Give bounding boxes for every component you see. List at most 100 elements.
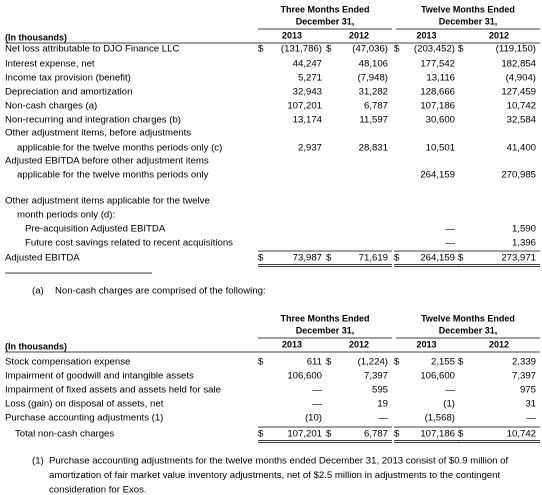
cell-value: 71,619 <box>359 253 388 264</box>
cell-value: — <box>378 413 388 424</box>
year-header: 2012 <box>489 30 509 40</box>
cell-value: (1,568) <box>425 413 455 424</box>
currency-sign: $ <box>394 253 400 264</box>
row-label: Income tax provision (benefit) <box>5 73 131 84</box>
row-label: month periods only (d): <box>17 210 115 221</box>
cell-value: — <box>312 399 322 410</box>
cell-value: 44,247 <box>293 59 322 70</box>
note-text: Non-cash charges are comprised of the fo… <box>55 286 266 297</box>
cell-value: 595 <box>372 385 388 396</box>
cell-value: 31 <box>525 399 536 410</box>
currency-sign: $ <box>394 357 400 368</box>
currency-sign: $ <box>326 44 332 55</box>
cell-value: 6,787 <box>364 101 388 112</box>
cell-value: 10,501 <box>426 143 455 154</box>
cell-value: 975 <box>520 385 536 396</box>
cell-value: 182,854 <box>501 59 536 70</box>
year-header: 2013 <box>416 30 436 40</box>
cell-value: (4,904) <box>506 73 536 84</box>
cell-value: (10) <box>305 413 322 424</box>
row-label: Adjusted EBITDA before other adjustment … <box>5 156 209 167</box>
row-label: Non-recurring and integration charges (b… <box>5 115 181 126</box>
cell-value: 28,831 <box>359 143 388 154</box>
cell-value: 2,937 <box>298 143 322 154</box>
cell-value: 7,397 <box>512 371 536 382</box>
cell-value: — <box>445 238 455 249</box>
cell-value: 13,174 <box>293 115 323 126</box>
year-header: 2012 <box>489 339 509 349</box>
row-label: Pre-acquisition Adjusted EBITDA <box>25 224 166 235</box>
currency-sign: $ <box>458 44 464 55</box>
currency-sign: $ <box>394 429 400 440</box>
cell-value: 2,155 <box>431 357 455 368</box>
cell-value: 107,186 <box>420 429 455 440</box>
year-header: 2012 <box>349 339 369 349</box>
row-label: Impairment of fixed assets and assets he… <box>5 385 221 396</box>
currency-sign: $ <box>258 357 264 368</box>
cell-value: 1,396 <box>512 238 536 249</box>
row-label: Other adjustment items, before adjustmen… <box>5 128 191 139</box>
cell-value: 48,106 <box>359 59 388 70</box>
cell-value: 41,400 <box>507 143 536 154</box>
group-header: Three Months Ended <box>280 313 369 323</box>
row-label: Non-cash charges (a) <box>5 101 97 112</box>
cell-value: 7,397 <box>364 371 388 382</box>
row-label: Loss (gain) on disposal of assets, net <box>5 399 164 410</box>
cell-value: 30,600 <box>426 115 455 126</box>
cell-value: (1,224) <box>358 357 388 368</box>
footnote-line: consideration for Exos. <box>49 485 147 495</box>
currency-sign: $ <box>258 253 264 264</box>
cell-value: 128,666 <box>420 87 455 98</box>
row-label: Other adjustment items applicable for th… <box>5 196 210 207</box>
year-header: 2013 <box>282 30 302 40</box>
row-label: Future cost savings related to recent ac… <box>25 238 233 249</box>
cell-value: 107,186 <box>420 101 455 112</box>
cell-value: 73,987 <box>293 253 322 264</box>
cell-value: 19 <box>377 399 388 410</box>
currency-sign: $ <box>326 429 332 440</box>
group-header: December 31, <box>439 16 498 26</box>
currency-sign: $ <box>258 44 264 55</box>
cell-value: 2,339 <box>512 357 536 368</box>
currency-sign: $ <box>258 429 264 440</box>
cell-value: 5,271 <box>298 73 322 84</box>
group-header: December 31, <box>296 16 355 26</box>
group-header: Three Months Ended <box>280 4 369 14</box>
cell-value: (119,150) <box>496 44 536 55</box>
cell-value: 611 <box>307 357 322 368</box>
group-header: December 31, <box>439 325 498 335</box>
currency-sign: $ <box>458 429 464 440</box>
cell-value: 10,742 <box>507 429 536 440</box>
year-header: 2013 <box>416 339 436 349</box>
cell-value: 264,159 <box>420 253 455 264</box>
cell-value: 106,600 <box>420 371 455 382</box>
row-label: Net loss attributable to DJO Finance LLC <box>5 44 179 55</box>
row-label: applicable for the twelve months periods… <box>17 170 209 181</box>
currency-sign: $ <box>458 357 464 368</box>
cell-value: 107,201 <box>287 429 322 440</box>
currency-sign: $ <box>394 44 400 55</box>
row-label: Stock compensation expense <box>5 357 130 368</box>
cell-value: — <box>445 385 455 396</box>
group-header: December 31, <box>296 325 355 335</box>
cell-value: 264,159 <box>420 170 455 181</box>
cell-value: (7,948) <box>358 73 388 84</box>
cell-value: 1,590 <box>512 224 536 235</box>
currency-sign: $ <box>458 253 464 264</box>
cell-value: 107,201 <box>287 101 322 112</box>
row-label: Adjusted EBITDA <box>5 253 80 264</box>
cell-value: (1) <box>443 399 455 410</box>
currency-sign: $ <box>326 253 332 264</box>
cell-value: — <box>445 224 455 235</box>
cell-value: 32,943 <box>293 87 322 98</box>
cell-value: (131,786) <box>281 44 322 55</box>
footnote-line: Purchase accounting adjustments for the … <box>49 456 508 467</box>
row-label: Purchase accounting adjustments (1) <box>5 413 163 424</box>
currency-sign: $ <box>326 357 332 368</box>
cell-value: 270,985 <box>501 170 536 181</box>
cell-value: 127,459 <box>501 87 536 98</box>
cell-value: 177,542 <box>420 59 455 70</box>
year-header: 2012 <box>349 30 369 40</box>
group-header: Twelve Months Ended <box>421 4 515 14</box>
